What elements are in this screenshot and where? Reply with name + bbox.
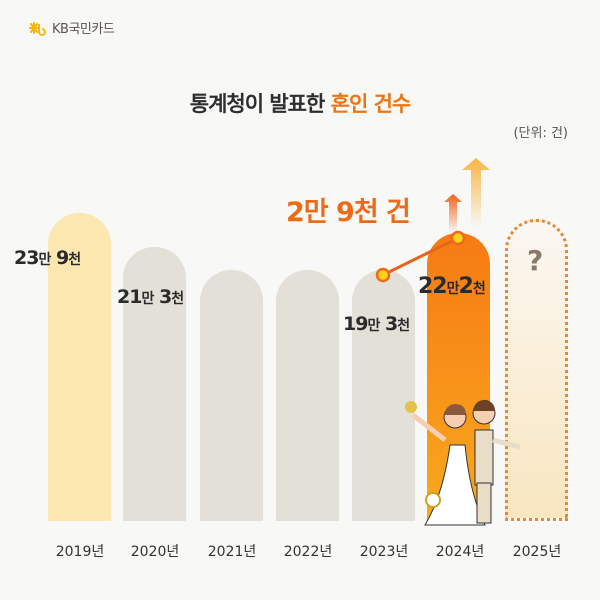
x-label-2020: 2020년 — [130, 544, 180, 560]
unit-label: (단위: 건) — [513, 126, 568, 141]
value-label-2020: 21만 3천 — [117, 286, 184, 308]
unknown-value: ? — [527, 244, 544, 277]
increase-label: 2만 9천 건 — [286, 197, 411, 228]
brand-name: KB국민카드 — [52, 22, 115, 37]
title-prefix: 통계청이 발표한 — [189, 92, 331, 116]
chart-title: 통계청이 발표한 혼인 건수 — [0, 88, 600, 118]
value-label-2019: 23만 9천 — [14, 247, 81, 269]
kb-star-icon — [29, 21, 46, 36]
value-label-2023: 19만 3천 — [343, 313, 410, 335]
x-label-2024: 2024년 — [435, 544, 485, 560]
x-label-2023: 2023년 — [359, 544, 409, 560]
bar-2023 — [352, 270, 415, 521]
x-label-2022: 2022년 — [283, 544, 333, 560]
wedding-couple-illustration — [405, 399, 521, 526]
bar-2021 — [200, 270, 263, 521]
x-label-2019: 2019년 — [55, 544, 105, 560]
up-arrow-icon — [444, 158, 490, 233]
x-label-2021: 2021년 — [207, 544, 257, 560]
brand-logo: KB국민카드 — [28, 18, 115, 37]
bar-2022 — [276, 270, 339, 521]
value-label-2024: 22만2천 — [418, 274, 486, 299]
bar-2019 — [48, 213, 111, 521]
bar-2020 — [123, 247, 186, 521]
x-label-2025: 2025년 — [512, 544, 562, 560]
title-highlight: 혼인 건수 — [330, 92, 412, 116]
bar-2025 — [505, 219, 568, 521]
